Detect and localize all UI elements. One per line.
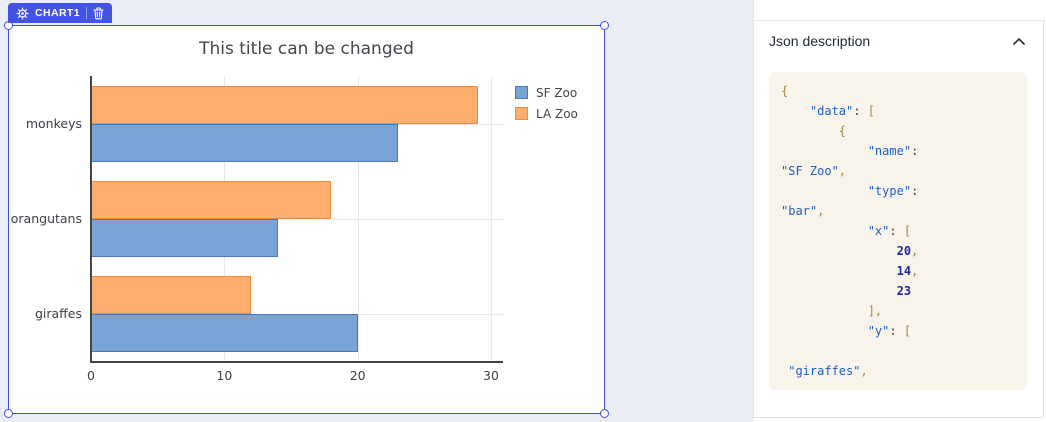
x-tick-label-10: 10 [216,368,233,383]
panel-top-divider [754,20,1043,21]
chart-badge[interactable]: CHART1 [8,3,112,23]
x-tick-label-0: 0 [87,368,95,383]
plot-area [91,76,503,361]
resize-handle-bottom-left[interactable] [4,409,13,418]
bar-la-zoo-orangutans [91,180,331,219]
gridline-orangutans [91,218,503,220]
legend-item-la-zoo[interactable]: LA Zoo [515,103,578,124]
x-axis-line [90,361,503,363]
bar-la-zoo-monkeys [91,85,478,124]
json-panel: Json description { "data": [ { "name": "… [753,0,1046,422]
panel-scrollbar-rule[interactable] [1043,20,1044,417]
badge-separator [86,7,87,19]
legend-label-la-zoo: LA Zoo [536,106,578,121]
json-description-title: Json description [769,33,871,49]
x-tick-label-20: 20 [349,368,366,383]
legend-swatch-la-zoo [515,107,528,120]
chart-title: This title can be changed [199,39,414,59]
json-code-block: { "data": [ { "name": "SF Zoo", "type": … [769,72,1027,390]
legend-swatch-sf-zoo [515,86,528,99]
y-label-monkeys: monkeys [25,115,82,131]
legend: SF Zoo LA Zoo [515,82,578,124]
y-axis-line [90,76,92,362]
gear-icon[interactable] [16,7,29,20]
bar-sf-zoo-orangutans [91,218,278,257]
chart-canvas[interactable]: CHART1 This title can be changed 0 10 20 30 [0,0,753,422]
resize-handle-bottom-right[interactable] [600,409,609,418]
trash-icon[interactable] [93,6,104,20]
bar-sf-zoo-giraffes [91,313,358,352]
legend-label-sf-zoo: SF Zoo [536,85,578,100]
panel-bottom-divider [754,417,1043,418]
y-label-giraffes: giraffes [34,305,82,321]
resize-handle-top-right[interactable] [600,21,609,30]
chevron-up-icon[interactable] [1012,37,1026,46]
chart-card[interactable]: This title can be changed 0 10 20 30 monkey… [4,21,609,418]
chart-badge-label: CHART1 [35,7,80,19]
json-description-header[interactable]: Json description [754,21,1043,61]
x-tick-label-30: 30 [483,368,499,383]
legend-item-sf-zoo[interactable]: SF Zoo [515,82,578,103]
bar-sf-zoo-monkeys [91,123,398,162]
bar-la-zoo-giraffes [91,275,251,314]
y-label-orangutans: orangutans [10,210,82,226]
